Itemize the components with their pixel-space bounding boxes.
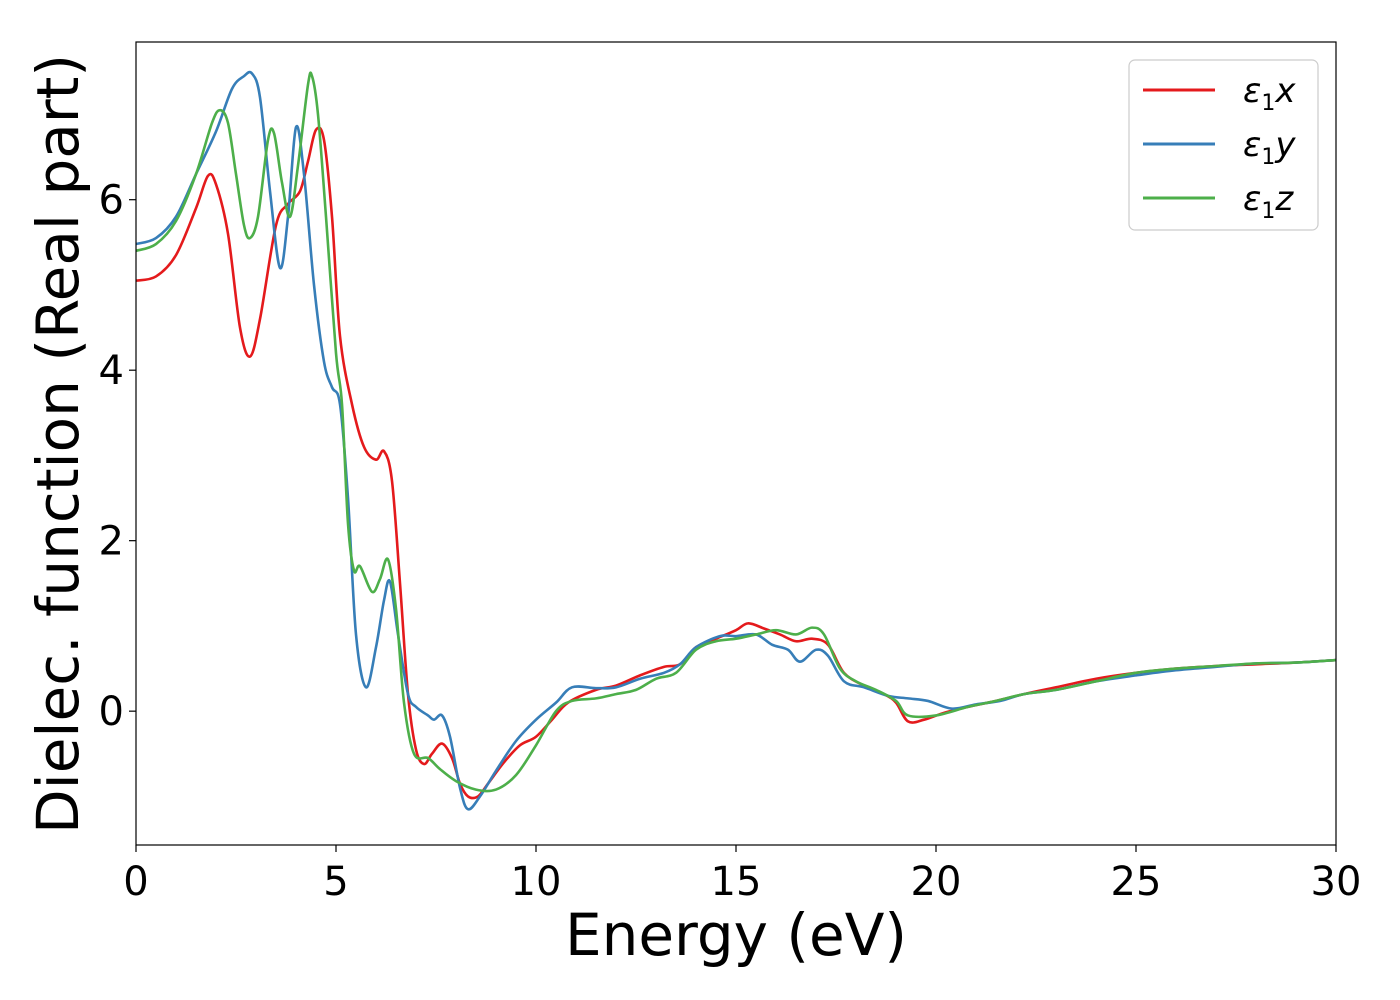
legend: ε1x ε1y ε1z — [1128, 59, 1319, 231]
legend-label-x: ε1x — [1243, 71, 1296, 116]
x-tick-label: 10 — [511, 859, 562, 905]
x-axis-ticks: 0 5 10 15 20 25 30 — [123, 845, 1361, 905]
x-tick-label: 20 — [911, 859, 962, 905]
series-line-y — [135, 70, 1337, 811]
y-tick-label: 4 — [99, 348, 124, 394]
y-tick-label: 2 — [99, 519, 124, 565]
legend-label-z: ε1z — [1243, 179, 1294, 224]
y-tick-label: 0 — [99, 689, 124, 735]
x-axis-label: Energy (eV) — [565, 901, 907, 969]
x-tick-label: 15 — [711, 859, 762, 905]
legend-label-y: ε1y — [1243, 125, 1296, 170]
y-axis-ticks: 0 2 4 6 — [99, 178, 136, 735]
x-tick-label: 0 — [123, 859, 148, 905]
series-line-z — [135, 71, 1337, 793]
y-axis-label: Dielec. function (Real part) — [24, 54, 92, 834]
y-tick-label: 6 — [99, 178, 124, 224]
x-tick-label: 30 — [1311, 859, 1362, 905]
x-tick-label: 25 — [1111, 859, 1162, 905]
x-tick-label: 5 — [323, 859, 348, 905]
series-lines — [135, 70, 1337, 811]
legend-box — [1128, 59, 1319, 231]
